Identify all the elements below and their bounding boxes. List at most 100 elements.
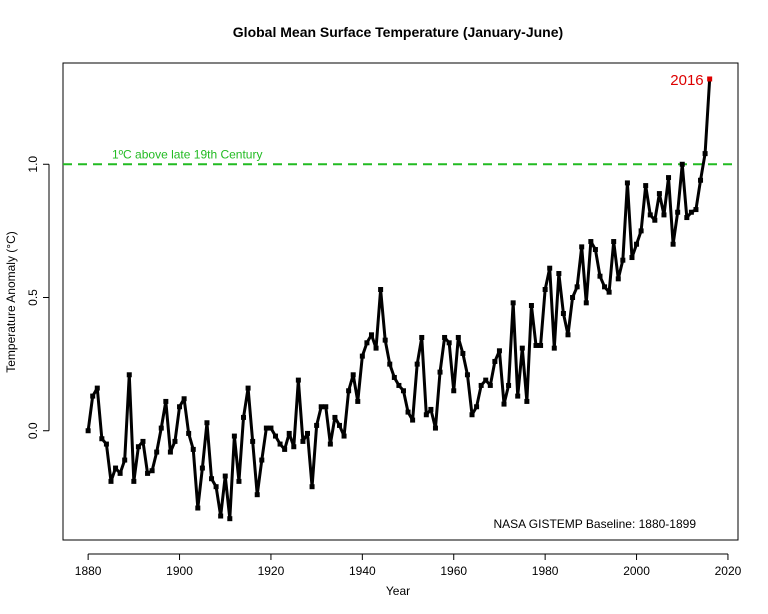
y-axis: 0.0 0.5 1.0 <box>26 156 50 439</box>
data-point <box>373 345 379 351</box>
data-point <box>551 345 557 351</box>
data-point <box>163 398 169 404</box>
data-point <box>103 441 109 447</box>
data-point <box>506 382 512 388</box>
data-point <box>592 247 598 253</box>
x-tick-label: 2000 <box>623 564 650 578</box>
chart-title: Global Mean Surface Temperature (January… <box>233 24 563 40</box>
data-point <box>149 468 155 474</box>
data-point <box>304 430 310 436</box>
data-point <box>222 473 228 479</box>
data-point <box>236 478 242 484</box>
data-point <box>460 350 466 356</box>
data-point <box>647 212 653 218</box>
data-point <box>108 478 114 484</box>
x-tick-label: 1920 <box>258 564 285 578</box>
data-point <box>350 372 356 378</box>
data-point <box>688 209 694 215</box>
data-point <box>218 513 224 519</box>
data-point <box>396 382 402 388</box>
data-point <box>620 257 626 263</box>
data-point <box>615 276 621 282</box>
data-point <box>378 287 384 293</box>
data-point <box>455 334 461 340</box>
data-point <box>145 470 151 476</box>
data-point <box>250 438 256 444</box>
highlight-label: 2016 <box>670 72 703 89</box>
x-tick-label: 1980 <box>532 564 559 578</box>
data-point <box>327 441 333 447</box>
data-point <box>268 425 274 431</box>
data-point <box>99 436 105 442</box>
data-point <box>583 300 589 306</box>
data-point <box>113 465 119 471</box>
data-point <box>574 284 580 290</box>
data-point <box>259 457 265 463</box>
data-point <box>547 265 553 271</box>
data-point <box>478 382 484 388</box>
data-point <box>282 446 288 452</box>
data-point <box>85 428 91 434</box>
y-tick-label: 0.5 <box>26 289 40 306</box>
data-point <box>638 228 644 234</box>
data-point <box>204 420 210 426</box>
reference-line-label: 1ºC above late 19th Century <box>112 147 262 161</box>
data-point <box>209 476 215 482</box>
data-point <box>177 404 183 410</box>
data-point <box>556 271 562 277</box>
data-point <box>300 438 306 444</box>
data-point <box>140 438 146 444</box>
data-point <box>273 433 279 439</box>
plot-frame <box>62 62 739 541</box>
x-tick-label: 1900 <box>166 564 193 578</box>
data-point <box>199 465 205 471</box>
data-point <box>186 430 192 436</box>
data-point <box>483 377 489 383</box>
data-point <box>670 241 676 247</box>
data-point <box>693 207 699 213</box>
data-point <box>542 287 548 293</box>
data-point <box>446 340 452 346</box>
data-point <box>117 470 123 476</box>
data-point <box>190 446 196 452</box>
x-tick-label: 1960 <box>440 564 467 578</box>
data-point <box>652 217 658 223</box>
data-point <box>656 191 662 197</box>
data-point <box>524 398 530 404</box>
data-point <box>227 516 233 522</box>
data-point <box>131 478 137 484</box>
data-point <box>679 161 685 167</box>
data-point <box>359 353 365 359</box>
data-point <box>400 388 406 394</box>
data-point <box>496 348 502 354</box>
data-point <box>560 310 566 316</box>
data-point <box>464 372 470 378</box>
y-tick-label: 1.0 <box>26 156 40 173</box>
data-point <box>245 385 251 391</box>
data-point <box>698 177 704 183</box>
data-point <box>437 369 443 375</box>
data-point <box>231 433 237 439</box>
data-point <box>442 334 448 340</box>
data-point <box>346 388 352 394</box>
data-point <box>510 300 516 306</box>
series-line <box>86 78 712 521</box>
data-point <box>588 239 594 245</box>
data-point <box>428 406 434 412</box>
data-point <box>643 183 649 189</box>
data-point <box>172 438 178 444</box>
y-axis-label: Temperature Anomaly (°C) <box>4 231 18 373</box>
baseline-annotation: NASA GISTEMP Baseline: 1880-1899 <box>493 517 696 531</box>
data-point-highlight <box>707 76 713 82</box>
data-point <box>94 385 100 391</box>
data-point <box>122 457 128 463</box>
data-point <box>181 396 187 402</box>
data-point <box>241 414 247 420</box>
data-point <box>533 342 539 348</box>
data-point <box>661 212 667 218</box>
data-point <box>332 414 338 420</box>
y-tick-label: 0.0 <box>26 422 40 439</box>
data-point <box>538 342 544 348</box>
data-point <box>634 241 640 247</box>
